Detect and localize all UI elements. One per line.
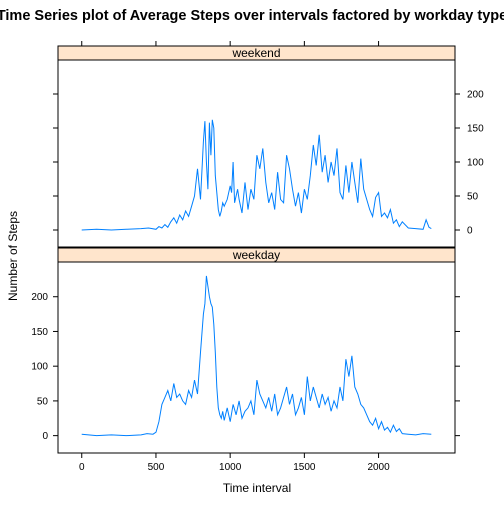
strip-label-weekday: weekday <box>232 248 280 262</box>
x-axis-label: Time interval <box>223 481 291 495</box>
x-tick-label-1000: 1000 <box>219 462 242 473</box>
y-tick-label-weekend-200: 200 <box>467 90 484 101</box>
series-line-weekend <box>81 119 432 231</box>
y-tick-label-weekend-0: 0 <box>467 226 473 237</box>
strip-label-weekend: weekend <box>231 46 280 60</box>
y-tick-label-weekday-0: 0 <box>42 431 48 442</box>
x-tick-label-500: 500 <box>148 462 165 473</box>
y-tick-label-weekend-50: 50 <box>467 192 479 203</box>
chart-title: Time Series plot of Average Steps over i… <box>0 8 504 24</box>
x-tick-label-2000: 2000 <box>367 462 390 473</box>
y-tick-label-weekday-50: 50 <box>37 396 49 407</box>
y-axis-label: Number of Steps <box>6 211 20 301</box>
y-tick-label-weekday-150: 150 <box>31 327 48 338</box>
y-tick-label-weekday-100: 100 <box>31 362 48 373</box>
series-line-weekday <box>81 275 432 437</box>
panel-frame-weekend <box>57 45 456 248</box>
strip-weekend <box>57 45 456 61</box>
x-tick-label-0: 0 <box>79 462 85 473</box>
x-tick-label-1500: 1500 <box>293 462 316 473</box>
y-tick-label-weekend-150: 150 <box>467 124 484 135</box>
panel-frame-weekday <box>57 247 456 454</box>
y-tick-label-weekend-100: 100 <box>467 158 484 169</box>
y-tick-label-weekday-200: 200 <box>31 292 48 303</box>
strip-weekday <box>57 247 456 263</box>
